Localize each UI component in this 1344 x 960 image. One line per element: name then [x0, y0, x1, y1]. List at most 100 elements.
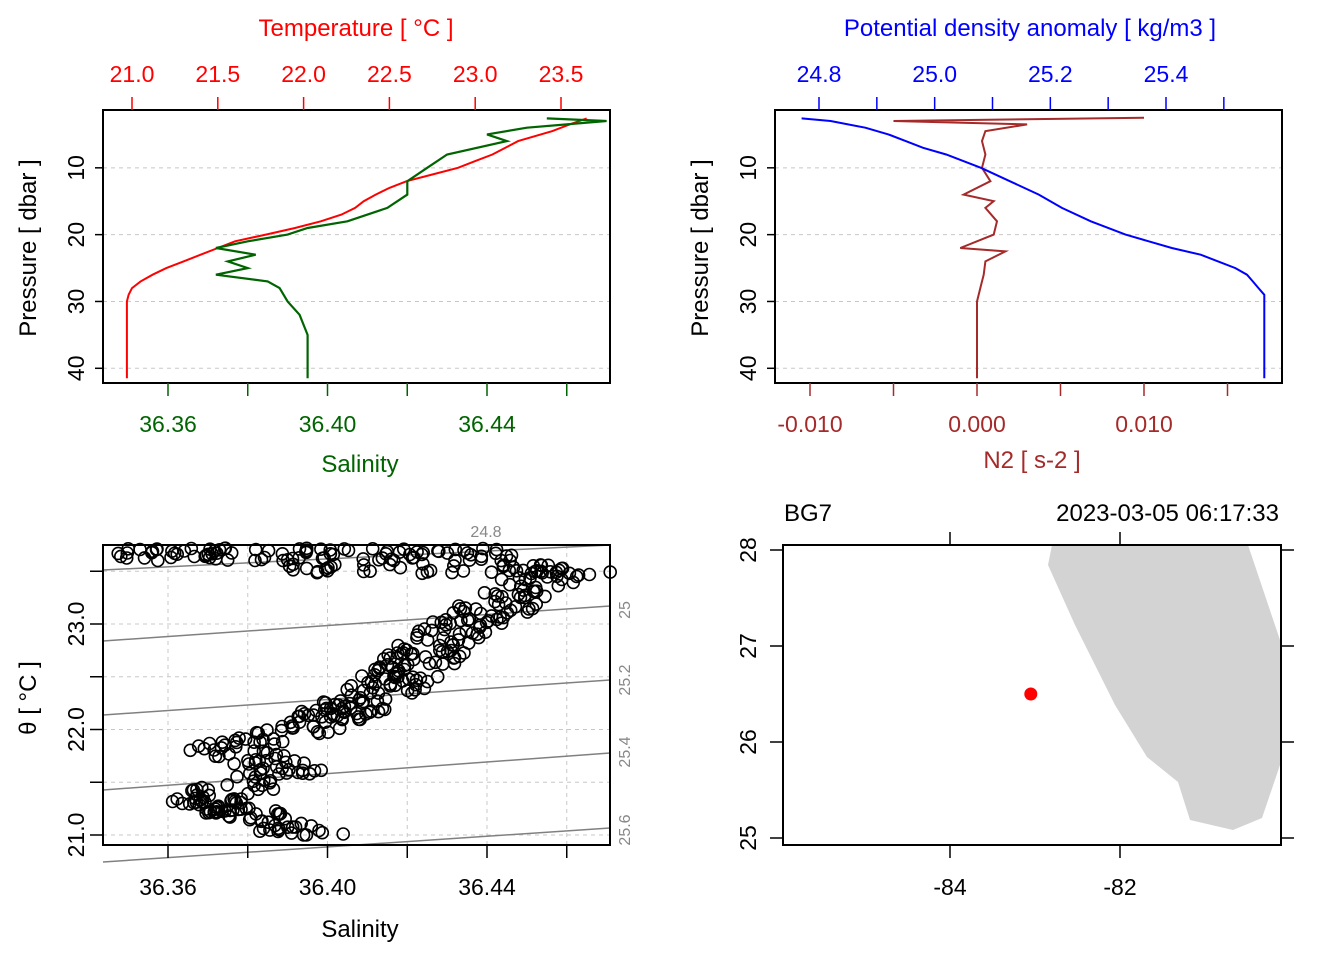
- ts-point: [230, 769, 244, 784]
- ts-point: [541, 558, 556, 573]
- ts-point: [183, 743, 198, 758]
- ts-point: [342, 696, 357, 711]
- ts-point: [242, 801, 256, 816]
- density-profile-line: [801, 117, 1266, 379]
- ts-point: [222, 809, 236, 823]
- ts-point: [381, 648, 396, 662]
- ts-point: [417, 622, 432, 636]
- ts-point: [516, 583, 531, 598]
- ts-point: [323, 701, 338, 716]
- ts-point: [344, 688, 359, 703]
- pressure-tick-label: 40: [735, 355, 761, 381]
- salinity-tick-label: 36.40: [299, 411, 357, 437]
- ts-point: [436, 631, 451, 645]
- ts-point: [294, 816, 309, 831]
- ts-point: [529, 584, 544, 599]
- ts-point: [246, 774, 261, 789]
- ts-point: [253, 824, 267, 839]
- theta-tick-label: 23.0: [63, 602, 89, 647]
- ts-point: [266, 732, 281, 746]
- ts-point: [502, 563, 517, 578]
- n2-tick-label: 0.000: [948, 411, 1006, 437]
- ts-point: [420, 565, 435, 579]
- ts-point: [208, 802, 223, 817]
- ts-point: [212, 749, 226, 764]
- ts-point: [476, 541, 490, 556]
- ts-point: [232, 731, 246, 745]
- density-contour-label: 25.4: [617, 736, 634, 767]
- ts-point: [184, 541, 199, 556]
- ts-point: [477, 585, 492, 600]
- ts-point: [437, 622, 452, 637]
- n2-axis-title: N2 [ s-2 ]: [983, 447, 1080, 474]
- ts-point: [247, 735, 261, 750]
- ts-point: [415, 566, 430, 581]
- ts-point: [297, 756, 311, 771]
- ts-point: [365, 541, 380, 556]
- ts-point: [327, 557, 342, 572]
- n2-tick-label: 0.010: [1115, 411, 1173, 437]
- pressure-tick-label: 20: [63, 222, 89, 248]
- ts-point: [315, 825, 330, 840]
- ts-point: [512, 571, 527, 585]
- ts-point: [446, 559, 461, 573]
- density-axis-title: Potential density anomaly [ kg/m3 ]: [844, 15, 1216, 42]
- ts-point: [356, 683, 371, 698]
- ts-point: [498, 596, 513, 610]
- density-contour: [102, 544, 611, 571]
- latitude-tick-label: 28: [735, 537, 761, 563]
- ts-point: [223, 810, 237, 824]
- ts-point: [375, 701, 390, 716]
- ts-point: [262, 775, 277, 790]
- ts-point: [473, 606, 488, 621]
- ts-point: [164, 550, 178, 565]
- ts-point: [432, 643, 447, 658]
- density-contour: [102, 752, 611, 791]
- ts-point: [378, 692, 393, 706]
- ts-point: [252, 754, 267, 768]
- density-tick-label: 25.2: [1028, 61, 1073, 87]
- temperature-profile-line: [125, 117, 588, 379]
- ts-point: [530, 563, 544, 578]
- ts-point: [460, 613, 475, 628]
- ts-point: [332, 721, 347, 736]
- ts-point: [302, 766, 317, 781]
- ts-point: [582, 567, 597, 582]
- pressure-tick-label: 30: [735, 289, 761, 315]
- ts-point: [278, 811, 293, 826]
- temperature-tick-label: 23.0: [453, 61, 498, 87]
- theta-tick-label: 22.0: [63, 707, 89, 752]
- ts-point: [271, 821, 286, 836]
- ts-point: [471, 630, 486, 645]
- ts-point: [309, 703, 323, 718]
- theta-axis-title: θ [ °C ]: [15, 661, 42, 735]
- ts-point: [304, 819, 319, 833]
- ts-point: [344, 678, 359, 693]
- temperature-tick-label: 21.5: [195, 61, 240, 87]
- ts-point: [137, 551, 152, 565]
- ts-point: [405, 686, 419, 700]
- ts-point: [448, 553, 462, 568]
- ts-point: [488, 594, 502, 609]
- ts-point: [294, 704, 309, 719]
- ts-point: [190, 788, 204, 802]
- ts-point: [445, 565, 459, 580]
- n2-profile-line: [893, 116, 1145, 379]
- temperature-tick-label: 21.0: [110, 61, 155, 87]
- salinity-tick-label: 36.44: [458, 874, 516, 900]
- ts-point: [494, 572, 509, 587]
- ts-point: [395, 674, 410, 688]
- ts-point: [295, 763, 310, 778]
- temperature-tick-label: 22.0: [281, 61, 326, 87]
- pressure-tick-label: 20: [735, 222, 761, 248]
- ts-point: [286, 562, 300, 577]
- ts-point: [552, 563, 566, 578]
- station-datetime: 2023-03-05 06:17:33: [1056, 500, 1279, 527]
- ts-point: [385, 660, 400, 675]
- ts-point: [474, 549, 489, 564]
- station-map-panel: -84 -82 25 26 27 28 BG7 2023-03-05 06:17:33: [735, 500, 1294, 900]
- ts-point: [121, 541, 135, 556]
- ts-point: [426, 615, 440, 629]
- ts-point: [285, 721, 300, 735]
